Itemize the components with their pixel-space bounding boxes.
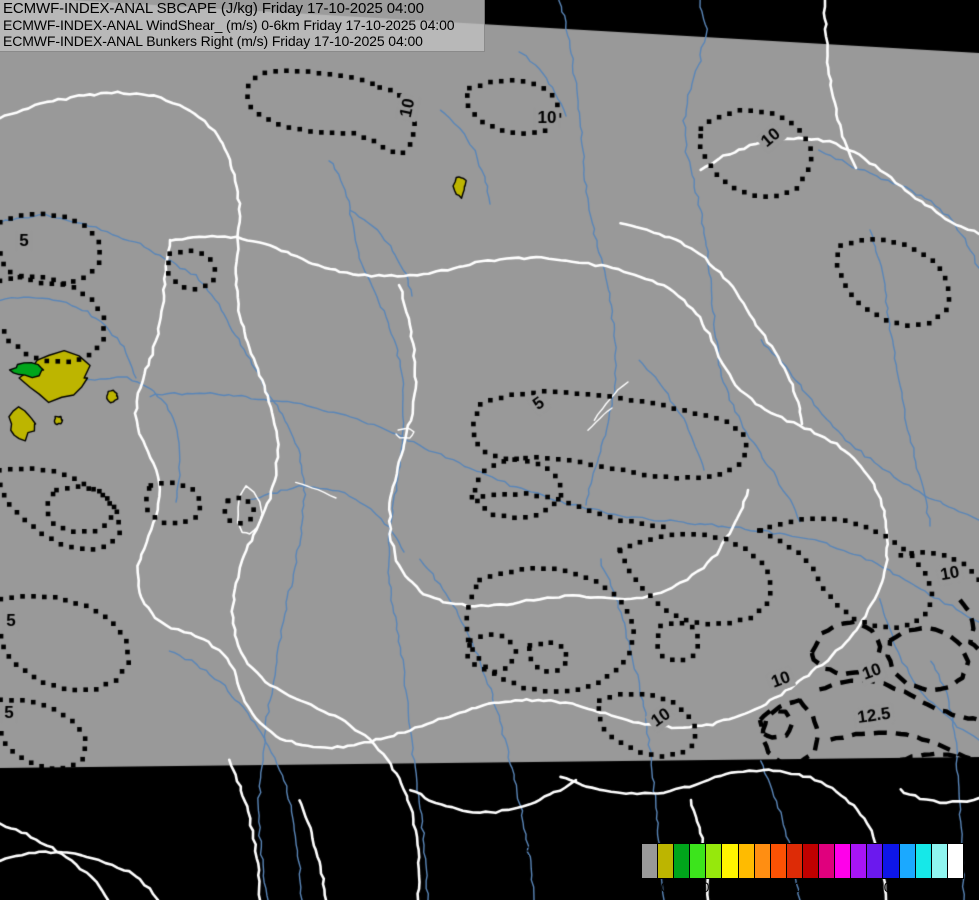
legend-swatch-19 <box>947 844 963 878</box>
legend-tick-700: 700 <box>718 880 742 895</box>
legend-title-field: CAPE <box>552 880 590 895</box>
legend-swatch-9 <box>786 844 803 878</box>
legend-swatch-2 <box>674 844 691 878</box>
legend-colorbar <box>641 843 964 879</box>
legend-swatch-8 <box>770 844 787 878</box>
legend-swatch-11 <box>819 844 836 878</box>
legend-swatch-0 <box>642 844 659 878</box>
legend-tick-500: 500 <box>694 880 717 895</box>
legend-tick-1250: 1250 <box>771 880 802 895</box>
legend-swatch-18 <box>931 844 948 878</box>
legend-tick-3000: 3000 <box>876 880 907 895</box>
legend-swatch-10 <box>802 844 820 878</box>
legend-swatch-6 <box>738 844 755 878</box>
legend-swatch-17 <box>915 844 932 878</box>
legend-units: J/kg <box>505 897 637 900</box>
legend-swatch-7 <box>754 844 771 878</box>
title-line-windshear: ECMWF-INDEX-ANAL WindShear_ (m/s) 0-6km … <box>3 17 455 33</box>
legend-swatch-15 <box>883 844 900 878</box>
legend-swatch-13 <box>851 844 868 878</box>
cape-legend: ECMWF-INDEX-ANAL CAPE J/kg 1003005007009… <box>505 841 975 900</box>
legend-caption: ECMWF-INDEX-ANAL CAPE J/kg <box>505 843 637 900</box>
legend-tick-5000: 5000 <box>916 880 947 895</box>
legend-title-model: ECMWF-INDEX-ANAL <box>520 844 622 877</box>
title-line-bunkers: ECMWF-INDEX-ANAL Bunkers Right (m/s) Fri… <box>3 33 423 49</box>
title-line-sbcape: ECMWF-INDEX-ANAL SBCAPE (J/kg) Friday 17… <box>3 0 424 17</box>
legend-swatch-5 <box>722 844 739 878</box>
legend-tick-labels: 100 300 500 700 900 1250 1750 2250 3000 5000 <box>641 880 964 898</box>
map-title-overlay: ECMWF-INDEX-ANAL SBCAPE (J/kg) Friday 17… <box>0 0 485 52</box>
legend-tick-900: 900 <box>742 880 766 895</box>
legend-swatch-1 <box>658 844 675 878</box>
legend-swatch-12 <box>835 844 852 878</box>
legend-tick-100: 100 <box>645 880 669 895</box>
legend-tick-1750: 1750 <box>803 880 834 895</box>
legend-tick-2250: 2250 <box>835 880 866 895</box>
legend-swatch-4 <box>706 844 723 878</box>
legend-swatch-14 <box>867 844 884 878</box>
legend-swatch-16 <box>899 844 916 878</box>
legend-swatch-3 <box>690 844 707 878</box>
legend-tick-300: 300 <box>670 880 693 895</box>
